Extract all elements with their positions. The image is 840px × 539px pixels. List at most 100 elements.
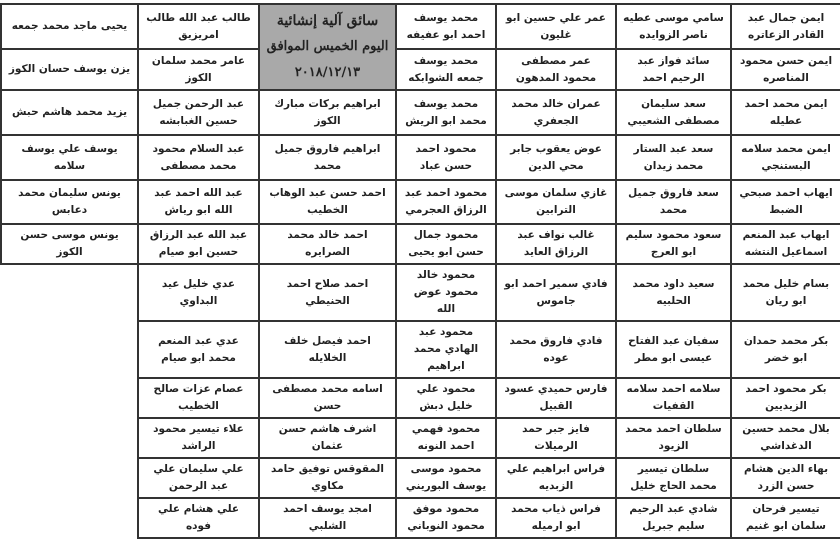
empty-cell <box>1 321 138 378</box>
name-cell: احمد خالد محمد الصرايره <box>258 223 397 265</box>
name-cell: احمد صلاح احمد الحنيطي <box>258 263 397 322</box>
name-cell: محمود احمد عبد الرزاق العجرمي <box>395 179 497 225</box>
name-cell: ايمن جمال عبد القادر الزعاتره <box>730 3 840 50</box>
name-cell: سلطان احمد محمد الزيود <box>615 417 732 459</box>
name-cell: سلطان تيسير محمد الحاج خليل <box>615 457 732 499</box>
name-cell: عدي عبد المنعم محمد ابو صيام <box>137 320 260 379</box>
name-cell: عصام عزات صالح الخطيب <box>137 377 260 419</box>
name-cell: اشرف هاشم حسن عثمان <box>258 417 397 459</box>
name-cell: سامي موسى عطيه ناصر الزوايده <box>615 3 732 50</box>
name-cell: يحيى ماجد محمد جمعه <box>0 3 139 50</box>
name-cell: سعد فاروق جميل محمد <box>615 179 732 225</box>
name-cell: بسام خليل محمد ابو ريان <box>730 263 840 322</box>
name-cell: علي هشام علي فوده <box>137 497 260 539</box>
table-row: ايمن محمد سلامه البستنجي سعد عبد الستار م… <box>0 134 840 181</box>
name-cell: عبد الله عبد الرزاق حسين ابو صيام <box>137 223 260 265</box>
name-cell: عامر محمد سلمان الكوز <box>137 48 260 91</box>
table-row: بكر محمود احمد الزيديين سلامه احمد سلامه … <box>1 377 840 419</box>
name-cell: المقوقس توفيق حامد مكاوي <box>258 457 397 499</box>
name-cell: سلامه احمد سلامه القفيات <box>615 377 732 419</box>
name-cell: اسامه محمد مصطفى حسن <box>258 377 397 419</box>
header-title: سائق آلية إنشائية <box>276 13 379 29</box>
table-row: تيسير فرحان سلمان ابو غنيم شادي عبد الرحي… <box>1 497 840 539</box>
table-row: ايهاب احمد صبحي الضبط سعد فاروق جميل محمد… <box>0 179 840 225</box>
name-cell: محمود خالد محمود عوض الله <box>395 263 497 322</box>
table-row: بهاء الدين هشام حسن الزرد سلطان تيسير محم… <box>1 457 840 499</box>
name-cell: عوض يعقوب جابر محي الدين <box>495 134 617 181</box>
name-cell: امجد يوسف احمد الشلبي <box>258 497 397 539</box>
name-cell: عبد السلام محمود محمد مصطفى <box>137 134 260 181</box>
name-cell: ايمن حسن محمود المناصره <box>730 48 840 91</box>
name-cell: ايهاب احمد صبحي الضبط <box>730 179 840 225</box>
empty-cell <box>1 458 138 498</box>
name-cell: سعد عبد الستار محمد زيدان <box>615 134 732 181</box>
name-cell: يزيد محمد هاشم حبش <box>0 89 139 136</box>
name-cell: محمود موسى يوسف البوريني <box>395 457 497 499</box>
name-cell: محمد يوسف محمد ابو الريش <box>395 89 497 136</box>
name-cell: سعد سليمان مصطفى الشعيبي <box>615 89 732 136</box>
table-body: ايمن جمال عبد القادر الزعاتره سامي موسى ع… <box>0 3 840 539</box>
name-cell: يزن يوسف حسان الكوز <box>0 48 139 91</box>
name-cell: فادي سمير احمد ابو جاموس <box>495 263 617 322</box>
name-cell: ايمن محمد احمد عطيله <box>730 89 840 136</box>
name-cell: تيسير فرحان سلمان ابو غنيم <box>730 497 840 539</box>
name-cell: ابراهيم فاروق جميل محمد <box>258 134 397 181</box>
name-cell: علي سليمان علي عبد الرحمن <box>137 457 260 499</box>
name-cell: بهاء الدين هشام حسن الزرد <box>730 457 840 499</box>
table-row: ايمن جمال عبد القادر الزعاتره سامي موسى ع… <box>0 3 840 91</box>
table-row: ايهاب عبد المنعم اسماعيل النتشه سعود محمو… <box>0 223 840 265</box>
table-row: ايمن حسن محمود المناصره سائد فواز عبد الر… <box>0 48 840 91</box>
name-cell: محمود جمال حسن ابو يحيى <box>395 223 497 265</box>
table-row: بسام خليل محمد ابو ريان سعيد داود محمد ال… <box>1 263 840 322</box>
names-table: ايمن جمال عبد القادر الزعاتره سامي موسى ع… <box>0 3 840 539</box>
name-cell: فادي فاروق محمد عوده <box>495 320 617 379</box>
name-cell: غازي سلمان موسى الترابين <box>495 179 617 225</box>
name-cell: عمر مصطفى محمود المدهون <box>495 48 617 91</box>
header-day: اليوم الخميس الموافق <box>266 39 389 54</box>
header-date: ٢٠١٨/١٢/١٣ <box>294 65 361 80</box>
name-cell: محمود موفق محمود النوباني <box>395 497 497 539</box>
name-cell: محمود علي خليل دبش <box>395 377 497 419</box>
name-cell: بلال محمد حسين الدغداشي <box>730 417 840 459</box>
empty-cell <box>1 418 138 458</box>
name-cell: شادي عبد الرحيم سليم جبريل <box>615 497 732 539</box>
name-cell: ايمن محمد سلامه البستنجي <box>730 134 840 181</box>
name-cell: ايهاب عبد المنعم اسماعيل النتشه <box>730 223 840 265</box>
name-cell: علاء تيسير محمود الراشد <box>137 417 260 459</box>
empty-cell <box>1 264 138 321</box>
empty-cell <box>1 378 138 418</box>
empty-cell <box>1 498 138 538</box>
name-cell: طالب عبد الله طالب امريزيق <box>137 3 260 50</box>
name-cell: سعود محمود سليم ابو العرج <box>615 223 732 265</box>
name-cell: عمر علي حسين ابو غليون <box>495 3 617 50</box>
name-cell: سعيد داود محمد الحلبيه <box>615 263 732 322</box>
name-cell: عبد الله احمد عبد الله ابو رياش <box>137 179 260 225</box>
name-cell: يونس موسى حسن الكوز <box>0 223 139 265</box>
name-cell: محمد يوسف جمعه الشوابكه <box>395 48 497 91</box>
name-cell: عدي خليل عيد البداوي <box>137 263 260 322</box>
name-cell: سائد فواز عبد الرحيم احمد <box>615 48 732 91</box>
name-cell: يونس سليمان محمد دعابس <box>0 179 139 225</box>
name-cell: محمود عبد الهادي محمد ابراهيم <box>395 320 497 379</box>
name-cell: بكر محمود احمد الزيديين <box>730 377 840 419</box>
name-cell: يوسف علي يوسف سلامه <box>0 134 139 181</box>
name-cell: احمد حسن عبد الوهاب الخطيب <box>258 179 397 225</box>
name-cell: فراس ابراهيم علي الزبديه <box>495 457 617 499</box>
name-cell: فارس حميدي عسود القبيل <box>495 377 617 419</box>
table-row: بلال محمد حسين الدغداشي سلطان احمد محمد ا… <box>1 417 840 459</box>
name-cell: فايز جبر حمد الرميلات <box>495 417 617 459</box>
name-cell: محمد يوسف احمد ابو عفيفه <box>395 3 497 50</box>
name-cell: محمود احمد حسن عباد <box>395 134 497 181</box>
name-cell: سفيان عبد الفتاح عيسى ابو مطر <box>615 320 732 379</box>
table-row: بكر محمد حمدان ابو خضر سفيان عبد الفتاح ع… <box>1 320 840 379</box>
name-cell: عبد الرحمن جميل حسين الغبابشه <box>137 89 260 136</box>
name-cell: ابراهيم بركات مبارك الكوز <box>258 89 397 136</box>
table-row: ايمن محمد احمد عطيله سعد سليمان مصطفى الش… <box>0 89 840 136</box>
name-cell: فراس ذياب محمد ابو ارميله <box>495 497 617 539</box>
name-cell: احمد فيصل خلف الخلايله <box>258 320 397 379</box>
name-cell: عمران خالد محمد الجعفري <box>495 89 617 136</box>
schedule-header: سائق آلية إنشائية اليوم الخميس الموافق ٢٠١… <box>258 3 397 91</box>
name-cell: غالب نواف عبد الرزاق العايد <box>495 223 617 265</box>
name-cell: محمود فهمي احمد النونه <box>395 417 497 459</box>
name-cell: بكر محمد حمدان ابو خضر <box>730 320 840 379</box>
